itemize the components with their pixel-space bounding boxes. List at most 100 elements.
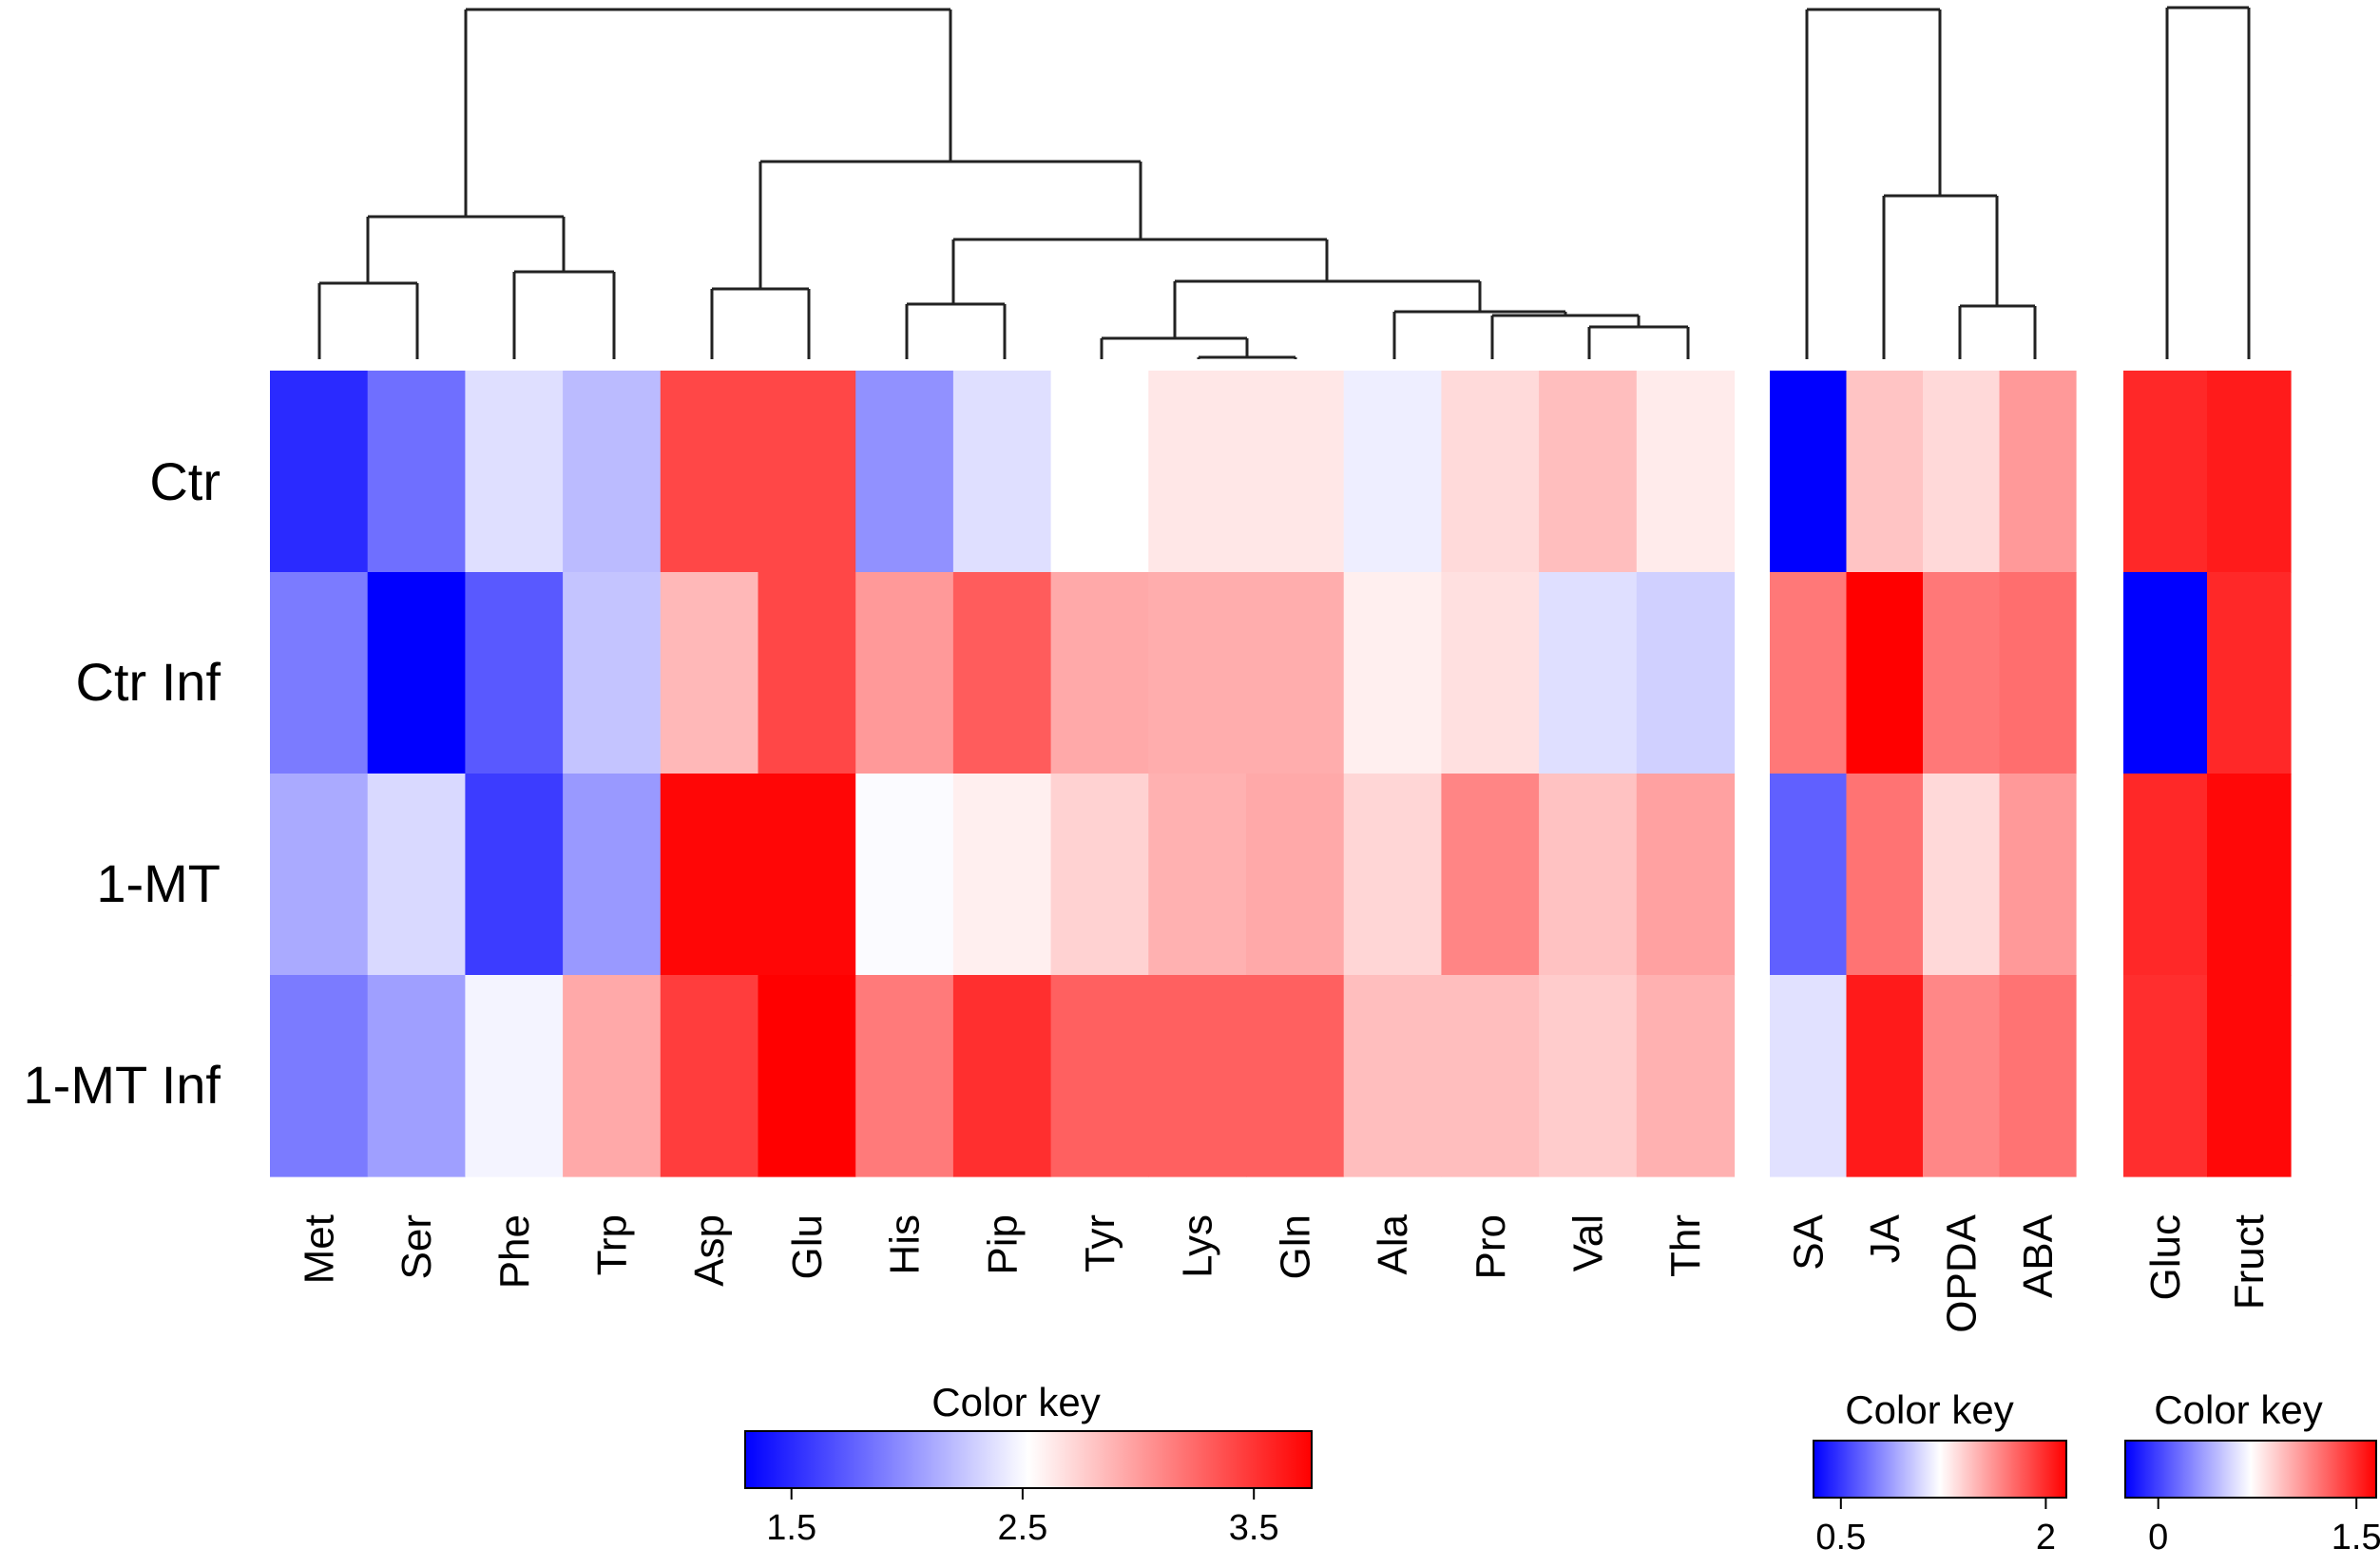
heatmap-cell-ser-ctr-inf bbox=[367, 572, 466, 774]
column-label-gln: Gln bbox=[1272, 1214, 1318, 1279]
column-label-thr: Thr bbox=[1662, 1214, 1709, 1277]
heatmap-cell-ser-1-mt-inf bbox=[367, 975, 466, 1177]
color-key-tick-label: 1.5 bbox=[766, 1508, 816, 1548]
column-label-sa: SA bbox=[1785, 1213, 1832, 1270]
heatmap-cell-met-1-mt bbox=[270, 774, 369, 976]
color-key-title: Color key bbox=[1845, 1387, 2013, 1432]
heatmap-cell-aba-1-mt bbox=[1999, 774, 2077, 976]
heatmap-cell-his-1-mt-inf bbox=[855, 975, 954, 1177]
column-label-pro: Pro bbox=[1468, 1214, 1514, 1279]
heatmap-cell-ser-ctr bbox=[367, 371, 466, 573]
column-label-fruct: Fruct bbox=[2226, 1214, 2273, 1309]
heatmap-cell-tyr-ctr-inf bbox=[1050, 572, 1149, 774]
heatmap-cell-tyr-1-mt-inf bbox=[1050, 975, 1149, 1177]
column-label-pip: Pip bbox=[979, 1214, 1026, 1275]
row-label: Ctr Inf bbox=[76, 652, 221, 712]
heatmap-cell-ja-ctr bbox=[1846, 371, 1924, 573]
color-key-tick-label: 2.5 bbox=[997, 1508, 1047, 1548]
color-key-sugars: Color key 0 1.5 bbox=[2124, 1387, 2380, 1557]
heatmap-cell-ala-ctr-inf bbox=[1343, 572, 1442, 774]
color-key-gradient bbox=[2124, 1440, 2377, 1499]
row-label: Ctr bbox=[149, 451, 221, 511]
heatmap-cell-asp-ctr-inf bbox=[660, 572, 759, 774]
heatmap-cell-asp-1-mt bbox=[660, 774, 759, 976]
color-key-gradient bbox=[1813, 1440, 2067, 1499]
heatmap-cell-opda-ctr-inf bbox=[1923, 572, 2001, 774]
heatmap-cell-ala-1-mt-inf bbox=[1343, 975, 1442, 1177]
heatmap-cell-pip-ctr bbox=[952, 371, 1052, 573]
heatmap-cell-thr-ctr bbox=[1636, 371, 1736, 573]
color-key-tick-label: 2 bbox=[2036, 1518, 2056, 1557]
heatmap-cell-phe-ctr-inf bbox=[465, 572, 564, 774]
heatmap-cell-ser-1-mt bbox=[367, 774, 466, 976]
color-key-title: Color key bbox=[931, 1380, 1100, 1424]
heatmap-cell-phe-1-mt bbox=[465, 774, 564, 976]
heatmap-cell-opda-1-mt bbox=[1923, 774, 2001, 976]
heatmap-cell-pip-1-mt bbox=[952, 774, 1052, 976]
heatmap-cell-val-1-mt bbox=[1539, 774, 1638, 976]
heatmap-cell-gluc-ctr bbox=[2123, 371, 2208, 573]
heatmap-cell-tyr-ctr bbox=[1050, 371, 1149, 573]
heatmap-cell-sa-1-mt-inf bbox=[1770, 975, 1848, 1177]
heatmap-cell-gln-1-mt-inf bbox=[1246, 975, 1345, 1177]
heatmap-cell-fruct-1-mt-inf bbox=[2207, 975, 2292, 1177]
heatmap-cell-pip-1-mt-inf bbox=[952, 975, 1052, 1177]
color-key-amino-acids: Color key 1.5 2.5 3.5 bbox=[744, 1380, 1313, 1548]
heatmap-cell-opda-ctr bbox=[1923, 371, 2001, 573]
heatmap-cell-asp-ctr bbox=[660, 371, 759, 573]
heatmap-cell-his-ctr bbox=[855, 371, 954, 573]
heatmap-cell-gln-ctr bbox=[1246, 371, 1345, 573]
heatmap-cell-val-1-mt-inf bbox=[1539, 975, 1638, 1177]
heatmap-cell-trp-ctr-inf bbox=[563, 572, 662, 774]
heatmap-cell-ja-1-mt bbox=[1846, 774, 1924, 976]
row-label: 1-MT Inf bbox=[24, 1055, 221, 1115]
color-key-hormones: Color key 0.5 2 bbox=[1813, 1387, 2067, 1557]
heatmap-cell-pro-ctr bbox=[1441, 371, 1540, 573]
heatmap-cell-ja-ctr-inf bbox=[1846, 572, 1924, 774]
heatmap-cell-val-ctr-inf bbox=[1539, 572, 1638, 774]
color-key-tick-label: 0 bbox=[2148, 1518, 2168, 1557]
column-label-his: His bbox=[882, 1214, 929, 1275]
heatmap-cell-asp-1-mt-inf bbox=[660, 975, 759, 1177]
heatmap-cell-glu-1-mt bbox=[758, 774, 856, 976]
heatmap-cell-ala-1-mt bbox=[1343, 774, 1442, 976]
heatmap-cell-fruct-1-mt bbox=[2207, 774, 2292, 976]
column-labels: Met Ser Phe Trp Asp Glu His Pip Tyr Lys Gln Ala Pro V… bbox=[296, 1213, 2273, 1332]
heatmap-cell-lys-1-mt bbox=[1148, 774, 1247, 976]
heatmap-cell-met-1-mt-inf bbox=[270, 975, 369, 1177]
column-label-ala: Ala bbox=[1370, 1213, 1416, 1274]
heatmap-cell-his-ctr-inf bbox=[855, 572, 954, 774]
heatmap-cell-lys-ctr bbox=[1148, 371, 1247, 573]
heatmap-cell-glu-ctr-inf bbox=[758, 572, 856, 774]
heatmap-cell-thr-ctr-inf bbox=[1636, 572, 1736, 774]
heatmap-cell-gln-1-mt bbox=[1246, 774, 1345, 976]
heatmap-cell-met-ctr-inf bbox=[270, 572, 369, 774]
heatmap-cell-trp-1-mt bbox=[563, 774, 662, 976]
column-label-tyr: Tyr bbox=[1077, 1214, 1123, 1272]
heatmap-cell-trp-ctr bbox=[563, 371, 662, 573]
column-label-glu: Glu bbox=[784, 1214, 831, 1279]
heatmap-cell-his-1-mt bbox=[855, 774, 954, 976]
heatmap-cell-lys-1-mt-inf bbox=[1148, 975, 1247, 1177]
column-label-ja: JA bbox=[1862, 1213, 1909, 1263]
column-label-ser: Ser bbox=[393, 1214, 440, 1279]
heatmap-cell-thr-1-mt bbox=[1636, 774, 1736, 976]
heatmap-cell-lys-ctr-inf bbox=[1148, 572, 1247, 774]
heatmap-cell-pip-ctr-inf bbox=[952, 572, 1052, 774]
color-key-tick-label: 0.5 bbox=[1815, 1518, 1866, 1557]
heatmap-cell-phe-1-mt-inf bbox=[465, 975, 564, 1177]
column-label-val: Val bbox=[1565, 1214, 1612, 1271]
heatmap-cell-opda-1-mt-inf bbox=[1923, 975, 2001, 1177]
amino-acid-dendrogram bbox=[317, 8, 1690, 359]
heatmap-cell-sa-ctr-inf bbox=[1770, 572, 1848, 774]
column-label-lys: Lys bbox=[1175, 1214, 1221, 1278]
heatmap-cell-trp-1-mt-inf bbox=[563, 975, 662, 1177]
heatmap-cell-sa-1-mt bbox=[1770, 774, 1848, 976]
column-label-opda: OPDA bbox=[1938, 1213, 1985, 1332]
heatmap-cell-val-ctr bbox=[1539, 371, 1638, 573]
heatmap-cell-gln-ctr-inf bbox=[1246, 572, 1345, 774]
heatmap-cell-glu-1-mt-inf bbox=[758, 975, 856, 1177]
column-label-phe: Phe bbox=[491, 1214, 538, 1289]
heatmap-cell-gluc-1-mt bbox=[2123, 774, 2208, 976]
